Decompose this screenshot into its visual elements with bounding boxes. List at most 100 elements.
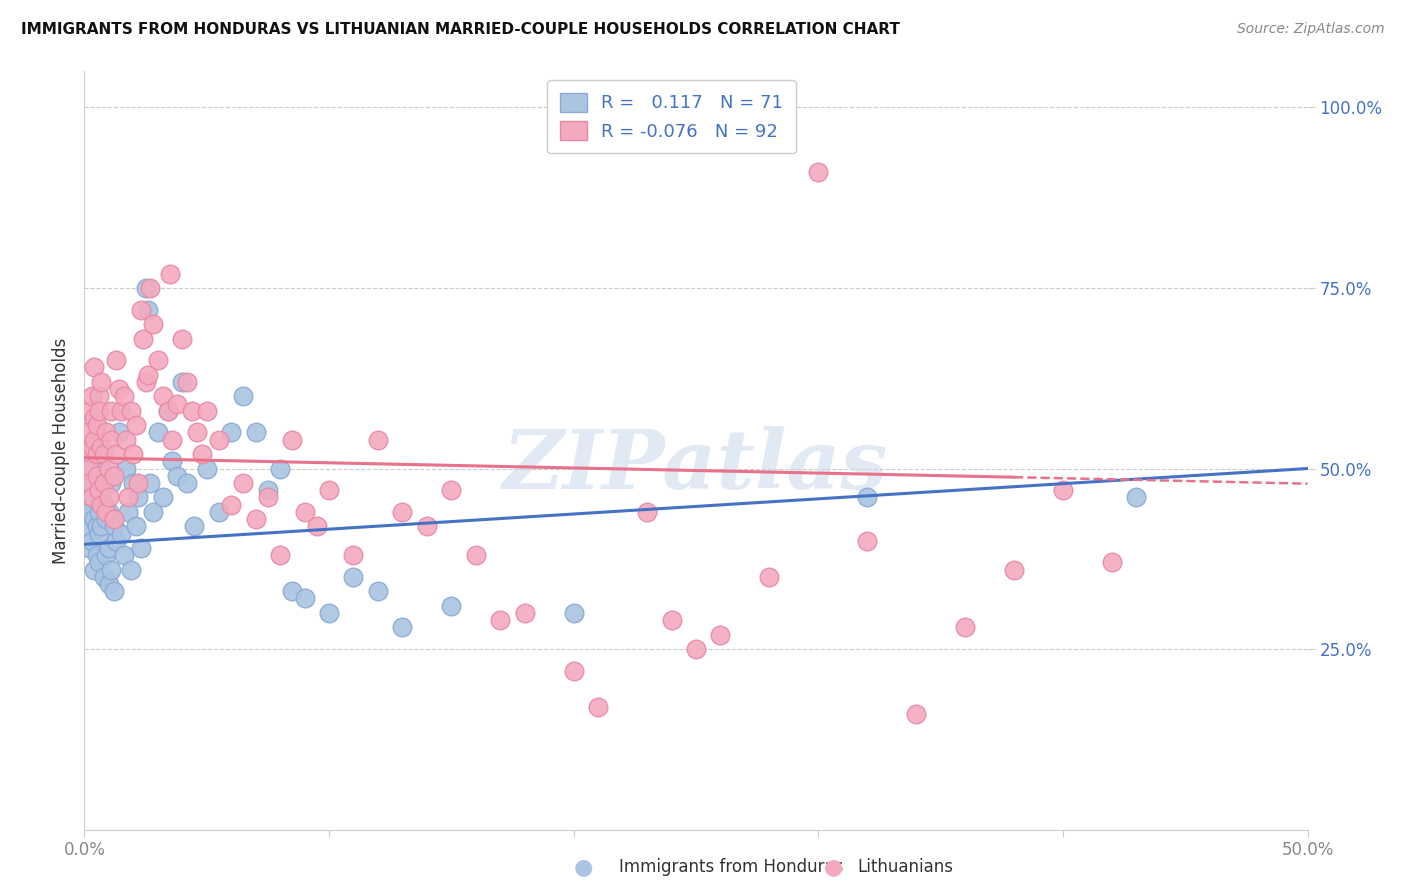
Text: Lithuanians: Lithuanians bbox=[858, 858, 953, 876]
Point bbox=[162, 454, 184, 468]
Point bbox=[80, 475, 103, 490]
Point bbox=[120, 563, 142, 577]
Point bbox=[191, 447, 214, 461]
Point bbox=[77, 403, 100, 417]
Point bbox=[90, 440, 112, 454]
Point bbox=[342, 548, 364, 562]
Point bbox=[83, 360, 105, 375]
Point bbox=[77, 541, 100, 555]
Point bbox=[115, 461, 138, 475]
Point bbox=[120, 403, 142, 417]
Point bbox=[257, 491, 280, 505]
Point bbox=[83, 563, 105, 577]
Point bbox=[159, 267, 181, 281]
Point bbox=[129, 541, 152, 555]
Point bbox=[97, 491, 120, 505]
Point bbox=[135, 375, 157, 389]
Point bbox=[125, 519, 148, 533]
Point bbox=[86, 447, 108, 461]
Point bbox=[93, 570, 115, 584]
Point bbox=[93, 447, 115, 461]
Point bbox=[232, 475, 254, 490]
Point bbox=[172, 375, 194, 389]
Point bbox=[76, 447, 98, 461]
Text: Immigrants from Honduras: Immigrants from Honduras bbox=[619, 858, 844, 876]
Point bbox=[1125, 491, 1147, 505]
Point bbox=[172, 332, 194, 346]
Point bbox=[127, 475, 149, 490]
Point bbox=[219, 498, 242, 512]
Point bbox=[245, 512, 267, 526]
Point bbox=[105, 533, 128, 548]
Point bbox=[269, 548, 291, 562]
Point bbox=[107, 382, 129, 396]
Point bbox=[208, 433, 231, 447]
Point bbox=[97, 461, 120, 475]
Point bbox=[86, 519, 108, 533]
Point bbox=[87, 389, 110, 403]
Point bbox=[136, 368, 159, 382]
Point bbox=[127, 491, 149, 505]
Point bbox=[281, 433, 304, 447]
Point bbox=[856, 491, 879, 505]
Point bbox=[953, 620, 976, 634]
Point bbox=[80, 440, 103, 454]
Point bbox=[112, 389, 135, 403]
Point bbox=[129, 302, 152, 317]
Point bbox=[93, 475, 115, 490]
Point bbox=[87, 555, 110, 569]
Point bbox=[90, 498, 112, 512]
Point bbox=[86, 418, 108, 433]
Point bbox=[152, 389, 174, 403]
Point bbox=[96, 505, 118, 519]
Point bbox=[146, 425, 169, 440]
Point bbox=[77, 475, 100, 490]
Point bbox=[195, 403, 218, 417]
Point bbox=[87, 403, 110, 417]
Point bbox=[110, 403, 132, 417]
Point bbox=[115, 433, 138, 447]
Point bbox=[905, 706, 928, 721]
Point bbox=[86, 483, 108, 498]
Point bbox=[139, 281, 162, 295]
Point bbox=[186, 425, 208, 440]
Point bbox=[142, 317, 165, 331]
Text: ●: ● bbox=[824, 857, 844, 877]
Point bbox=[83, 433, 105, 447]
Point bbox=[87, 526, 110, 541]
Point bbox=[80, 533, 103, 548]
Point bbox=[100, 475, 122, 490]
Point bbox=[142, 505, 165, 519]
Point bbox=[281, 584, 304, 599]
Point bbox=[269, 461, 291, 475]
Point bbox=[90, 375, 112, 389]
Point bbox=[76, 508, 98, 523]
Point bbox=[96, 512, 118, 526]
Point bbox=[117, 491, 139, 505]
Text: Source: ZipAtlas.com: Source: ZipAtlas.com bbox=[1237, 22, 1385, 37]
Point bbox=[661, 613, 683, 627]
Point bbox=[97, 577, 120, 591]
Point bbox=[709, 627, 731, 641]
Point bbox=[758, 570, 780, 584]
Point bbox=[166, 468, 188, 483]
Point bbox=[90, 491, 112, 505]
Point bbox=[1002, 563, 1025, 577]
Point bbox=[176, 475, 198, 490]
Point bbox=[305, 519, 328, 533]
Point bbox=[139, 475, 162, 490]
Point bbox=[83, 461, 105, 475]
Point bbox=[294, 591, 316, 606]
Point bbox=[586, 699, 609, 714]
Point bbox=[1052, 483, 1074, 498]
Point bbox=[162, 433, 184, 447]
Y-axis label: Married-couple Households: Married-couple Households bbox=[52, 337, 70, 564]
Point bbox=[1101, 555, 1123, 569]
Point bbox=[489, 613, 512, 627]
Point bbox=[90, 519, 112, 533]
Point bbox=[391, 620, 413, 634]
Point bbox=[86, 548, 108, 562]
Point bbox=[93, 447, 115, 461]
Point bbox=[856, 533, 879, 548]
Point bbox=[156, 403, 179, 417]
